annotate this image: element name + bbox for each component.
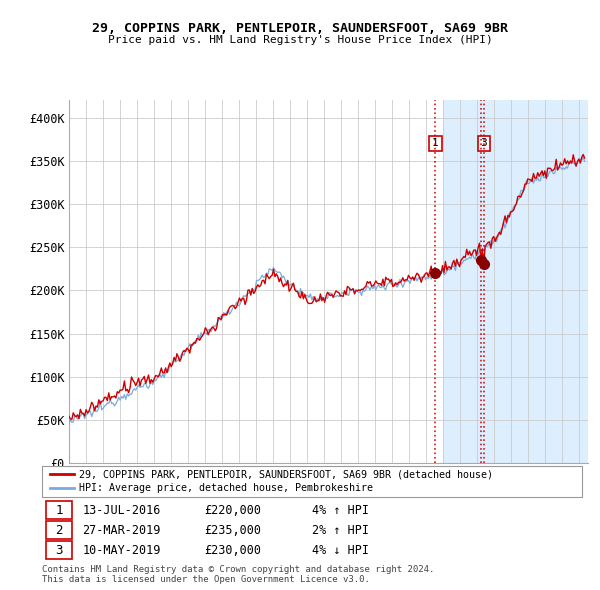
Bar [443,100,588,463]
Text: This data is licensed under the Open Government Licence v3.0.: This data is licensed under the Open Gov… [42,575,370,584]
Text: 3: 3 [481,139,487,149]
Text: Price paid vs. HM Land Registry's House Price Index (HPI): Price paid vs. HM Land Registry's House … [107,35,493,45]
Text: HPI: Average price, detached house, Pembrokeshire: HPI: Average price, detached house, Pemb… [79,483,373,493]
Text: 29, COPPINS PARK, PENTLEPOIR, SAUNDERSFOOT, SA69 9BR: 29, COPPINS PARK, PENTLEPOIR, SAUNDERSFO… [92,22,508,35]
Text: 10-MAY-2019: 10-MAY-2019 [83,543,161,557]
Text: 2% ↑ HPI: 2% ↑ HPI [312,523,369,537]
Text: 27-MAR-2019: 27-MAR-2019 [83,523,161,537]
Text: 4% ↑ HPI: 4% ↑ HPI [312,503,369,517]
Text: 1: 1 [432,139,439,149]
Text: Contains HM Land Registry data © Crown copyright and database right 2024.: Contains HM Land Registry data © Crown c… [42,565,434,573]
FancyBboxPatch shape [46,501,72,519]
Text: 4% ↓ HPI: 4% ↓ HPI [312,543,369,557]
FancyBboxPatch shape [46,541,72,559]
Text: 3: 3 [56,543,63,557]
Text: £235,000: £235,000 [204,523,261,537]
Text: 2: 2 [56,523,63,537]
Text: 13-JUL-2016: 13-JUL-2016 [83,503,161,517]
Text: £230,000: £230,000 [204,543,261,557]
Text: 29, COPPINS PARK, PENTLEPOIR, SAUNDERSFOOT, SA69 9BR (detached house): 29, COPPINS PARK, PENTLEPOIR, SAUNDERSFO… [79,470,493,480]
FancyBboxPatch shape [46,521,72,539]
Text: £220,000: £220,000 [204,503,261,517]
Text: 1: 1 [56,503,63,517]
